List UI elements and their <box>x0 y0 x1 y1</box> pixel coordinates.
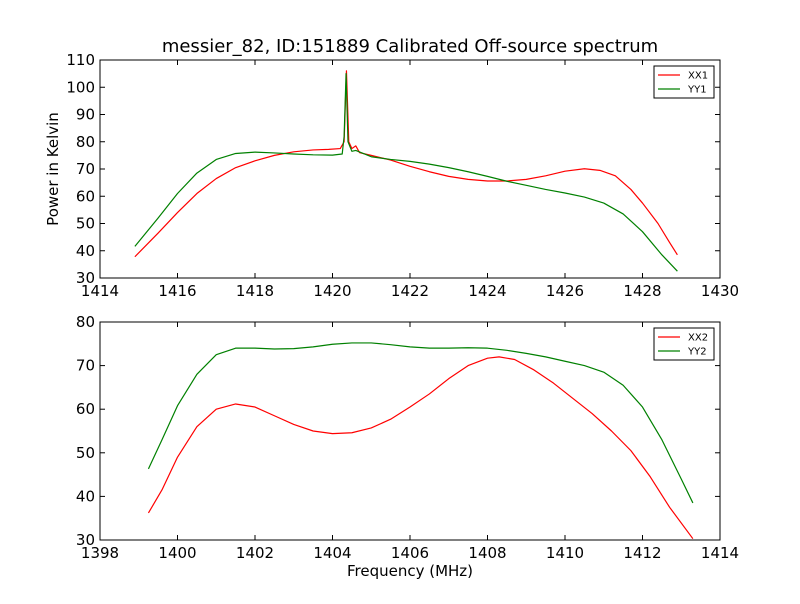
series-line-xx1 <box>134 70 678 258</box>
y-tick-label: 40 <box>76 487 95 505</box>
y-tick-label: 60 <box>76 400 95 418</box>
y-tick-label: 100 <box>66 78 95 96</box>
chart-title: messier_82, ID:151889 Calibrated Off-sou… <box>162 36 658 57</box>
x-tick-label: 1424 <box>468 282 506 300</box>
y-tick-label: 40 <box>76 242 95 260</box>
x-tick-label: 1420 <box>313 282 351 300</box>
y-tick-label: 30 <box>76 269 95 287</box>
legend-label-xx2: XX2 <box>688 333 708 344</box>
x-tick-label: 1404 <box>313 544 351 562</box>
y-axis-label: Power in Kelvin <box>44 112 62 226</box>
x-tick-label: 1426 <box>546 282 584 300</box>
x-tick-label: 1422 <box>391 282 429 300</box>
x-tick-label: 1418 <box>236 282 274 300</box>
x-axis-label: Frequency (MHz) <box>347 562 473 580</box>
legend-label-yy1: YY1 <box>687 85 707 96</box>
y-tick-label: 50 <box>76 215 95 233</box>
legend-box <box>653 327 715 361</box>
x-tick-label: 1410 <box>546 544 584 562</box>
y-tick-label: 80 <box>76 133 95 151</box>
legend-label-xx1: XX1 <box>688 71 708 82</box>
x-tick-label: 1416 <box>158 282 196 300</box>
y-tick-label: 110 <box>66 51 95 69</box>
y-tick-label: 70 <box>76 160 95 178</box>
legend-label-yy2: YY2 <box>687 347 707 358</box>
x-tick-label: 1412 <box>623 544 661 562</box>
x-tick-label: 1414 <box>81 282 119 300</box>
chart-panel-1: 1414 1416 1418 1420 1422 1424 1426 1428 1430 30 40… <box>44 36 739 300</box>
y-tick-label: 60 <box>76 187 95 205</box>
x-tick-label: 1402 <box>236 544 274 562</box>
legend-box <box>653 65 715 99</box>
x-tick-label: 1414 <box>701 544 739 562</box>
y-tick-label: 30 <box>76 531 95 549</box>
y-tick-label: 90 <box>76 106 95 124</box>
series-line-xx2 <box>147 356 694 540</box>
y-tick-label: 70 <box>76 357 95 375</box>
x-tick-label: 1430 <box>701 282 739 300</box>
x-tick-label: 1408 <box>468 544 506 562</box>
series-line-yy1 <box>134 73 678 272</box>
x-tick-label: 1406 <box>391 544 429 562</box>
x-tick-label: 1398 <box>81 544 119 562</box>
series-line-yy2 <box>147 342 694 504</box>
x-tick-label: 1428 <box>623 282 661 300</box>
x-tick-label: 1400 <box>158 544 196 562</box>
chart-panel-2: 1398 1400 1402 1404 1406 1408 1410 1412 1414 30 40… <box>76 313 739 580</box>
y-tick-label: 50 <box>76 444 95 462</box>
y-tick-label: 80 <box>76 313 95 331</box>
